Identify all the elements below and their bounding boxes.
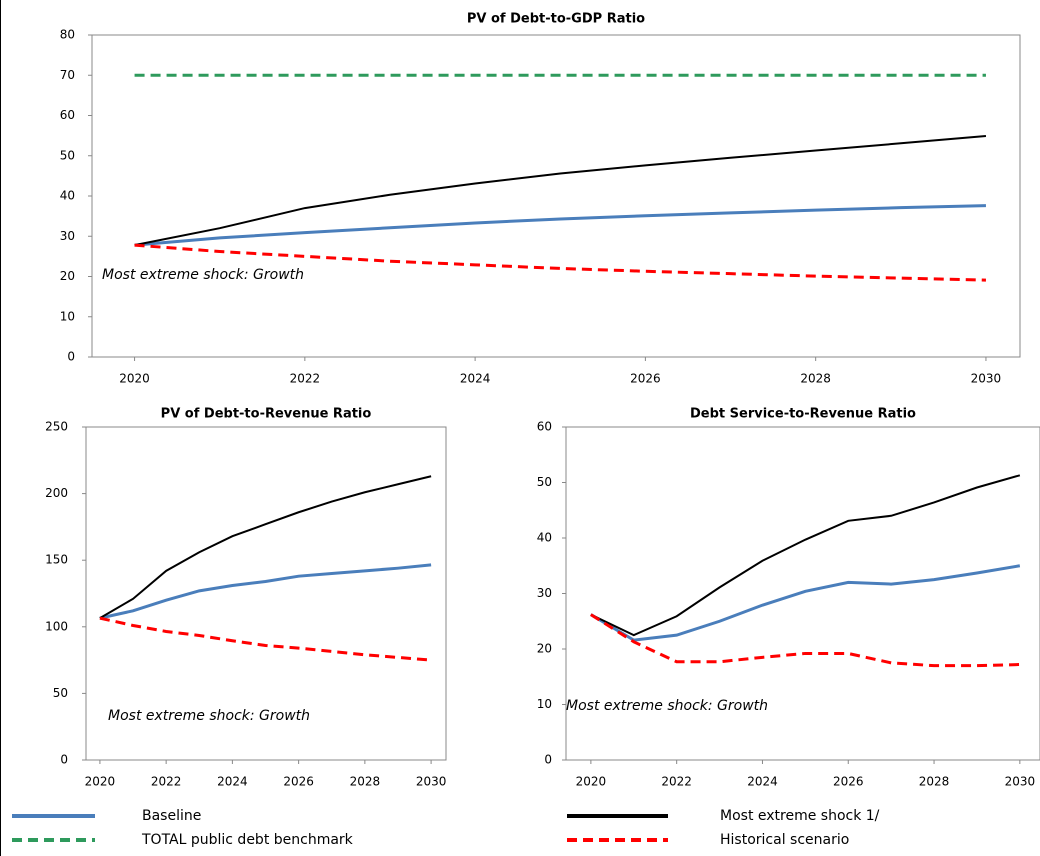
series-line — [134, 243, 986, 282]
series-line — [134, 204, 986, 247]
y-tick-label: 100 — [45, 619, 68, 633]
x-tick-label: 2022 — [151, 775, 182, 789]
y-tick-label: 20 — [537, 642, 552, 656]
x-tick-label: 2026 — [630, 372, 661, 386]
x-tick-label: 2022 — [290, 372, 321, 386]
x-tick-label: 2024 — [747, 775, 778, 789]
chart-title: PV of Debt-to-GDP Ratio — [467, 12, 645, 27]
series-line — [99, 475, 432, 620]
x-tick-label: 2030 — [416, 775, 447, 789]
x-tick-label: 2020 — [576, 775, 607, 789]
y-tick-label: 10 — [60, 309, 75, 323]
y-tick-label: 20 — [60, 269, 75, 283]
y-tick-label: 40 — [60, 189, 75, 203]
y-tick-label: 80 — [60, 28, 75, 42]
y-tick-label: 200 — [45, 486, 68, 500]
y-tick-label: 150 — [45, 553, 68, 567]
x-tick-label: 2026 — [833, 775, 864, 789]
x-tick-label: 2024 — [460, 372, 491, 386]
x-tick-label: 2030 — [971, 372, 1002, 386]
y-tick-label: 70 — [60, 68, 75, 82]
series-line — [590, 613, 1020, 668]
x-tick-label: 2030 — [1005, 775, 1036, 789]
plot-area — [85, 426, 447, 761]
legend-label: Most extreme shock 1/ — [720, 808, 880, 824]
x-tick-label: 2020 — [85, 775, 116, 789]
y-tick-label: 30 — [537, 586, 552, 600]
y-tick-label: 60 — [60, 108, 75, 122]
y-tick-label: 0 — [60, 753, 68, 767]
annotation: Most extreme shock: Growth — [108, 708, 310, 724]
y-tick-label: 50 — [53, 686, 68, 700]
annotation: Most extreme shock: Growth — [566, 698, 768, 714]
series-line — [99, 616, 432, 662]
y-tick-label: 40 — [537, 531, 552, 545]
y-tick-label: 10 — [537, 697, 552, 711]
chart-title: PV of Debt-to-Revenue Ratio — [161, 407, 372, 422]
legend-label: Historical scenario — [720, 832, 849, 848]
y-tick-label: 50 — [60, 148, 75, 162]
y-tick-label: 30 — [60, 229, 75, 243]
x-tick-label: 2020 — [119, 372, 150, 386]
x-tick-label: 2028 — [919, 775, 950, 789]
y-tick-label: 250 — [45, 420, 68, 434]
series-line — [134, 135, 987, 247]
y-tick-label: 0 — [544, 753, 552, 767]
y-tick-label: 0 — [67, 350, 75, 364]
series-line — [590, 564, 1021, 642]
chart-title: Debt Service-to-Revenue Ratio — [690, 407, 916, 422]
series-line — [99, 563, 432, 620]
x-tick-label: 2028 — [800, 372, 831, 386]
x-tick-label: 2026 — [283, 775, 314, 789]
legend-label: TOTAL public debt benchmark — [141, 832, 354, 848]
annotation: Most extreme shock: Growth — [102, 267, 304, 283]
y-tick-label: 50 — [537, 475, 552, 489]
legend-label: Baseline — [142, 808, 201, 824]
plot-area — [91, 34, 1021, 358]
x-tick-label: 2024 — [217, 775, 248, 789]
y-tick-label: 60 — [537, 420, 552, 434]
x-tick-label: 2028 — [350, 775, 381, 789]
series-line — [590, 474, 1021, 637]
x-tick-label: 2022 — [661, 775, 692, 789]
